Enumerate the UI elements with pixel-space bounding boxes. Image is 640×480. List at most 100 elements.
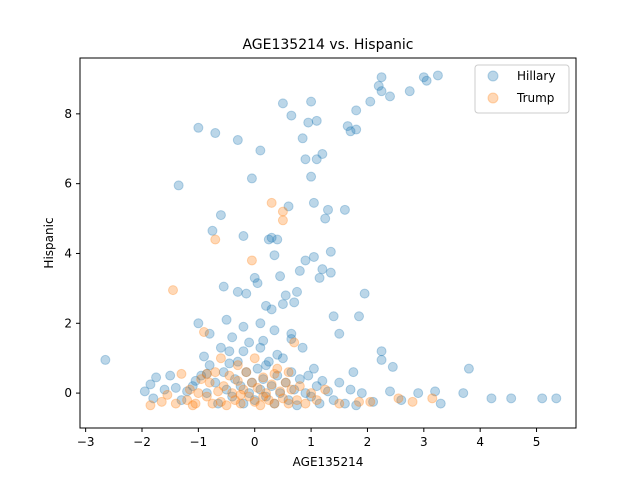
chart-title: AGE135214 vs. Hispanic (242, 37, 413, 53)
point-trump-27 (241, 367, 252, 378)
point-hillary-24 (232, 286, 243, 297)
point-hillary-70 (334, 328, 345, 339)
point-hillary-69 (328, 311, 339, 322)
x-tick-label--2: −2 (133, 435, 151, 449)
point-trump-12 (201, 391, 212, 402)
legend-marker-trump (487, 92, 499, 104)
point-trump-37 (266, 197, 277, 208)
point-hillary-148 (385, 386, 395, 397)
point-hillary-38 (266, 304, 277, 315)
point-hillary-131 (294, 374, 305, 385)
legend: Hillary Trump (474, 64, 570, 114)
x-tick-label--1: −1 (190, 435, 208, 449)
point-hillary-6 (165, 370, 176, 381)
point-hillary-103 (210, 377, 221, 388)
x-tick-label-5: 5 (533, 435, 541, 449)
x-tick-label-4: 4 (476, 435, 484, 449)
point-hillary-118 (258, 374, 269, 385)
point-hillary-59 (308, 251, 319, 262)
point-hillary-138 (314, 398, 325, 409)
point-trump-9 (193, 388, 204, 399)
point-trump-69 (283, 367, 294, 378)
point-trump-20 (221, 400, 232, 411)
point-hillary-112 (241, 367, 252, 378)
y-axis-label: Hispanic (42, 217, 56, 268)
point-hillary-128 (286, 367, 297, 378)
point-hillary-99 (176, 395, 187, 406)
point-hillary-151 (215, 342, 226, 353)
point-trump-57 (365, 396, 376, 407)
point-hillary-27 (241, 288, 252, 299)
point-hillary-41 (272, 234, 283, 245)
legend-box (474, 64, 570, 114)
point-hillary-13 (199, 351, 209, 362)
point-hillary-5 (159, 384, 170, 395)
point-hillary-25 (238, 231, 249, 242)
point-trump-38 (266, 379, 277, 390)
point-hillary-58 (308, 197, 319, 208)
point-hillary-12 (193, 318, 204, 329)
point-trump-7 (184, 384, 195, 395)
point-hillary-133 (300, 388, 311, 399)
point-hillary-8 (173, 180, 184, 191)
point-hillary-20 (221, 314, 232, 325)
point-trump-28 (244, 391, 255, 402)
point-trump-23 (230, 395, 240, 406)
point-hillary-152 (238, 321, 249, 332)
point-hillary-100 (187, 381, 198, 392)
legend-label-hillary: Hillary (517, 69, 555, 83)
point-trump-45 (280, 377, 291, 388)
x-tick-label--3: −3 (77, 435, 95, 449)
point-hillary-107 (227, 391, 238, 402)
point-hillary-134 (303, 370, 314, 381)
point-hillary-122 (269, 398, 280, 409)
point-trump-15 (210, 234, 221, 245)
point-hillary-63 (317, 148, 328, 159)
point-hillary-39 (269, 250, 280, 261)
point-hillary-98 (551, 393, 562, 404)
point-hillary-119 (261, 391, 271, 402)
point-hillary-85 (376, 354, 387, 365)
point-hillary-123 (272, 370, 283, 381)
point-trump-59 (407, 396, 418, 407)
point-trump-1 (156, 396, 167, 407)
point-hillary-81 (376, 72, 387, 83)
point-hillary-9 (182, 386, 193, 397)
point-trump-68 (269, 368, 280, 379)
point-hillary-2 (145, 379, 156, 390)
point-trump-40 (272, 363, 283, 374)
point-hillary-55 (303, 117, 314, 128)
point-hillary-83 (385, 91, 395, 102)
point-hillary-30 (249, 272, 260, 283)
point-trump-54 (320, 384, 331, 395)
point-trump-14 (207, 398, 218, 409)
point-hillary-126 (280, 377, 291, 388)
point-hillary-93 (458, 388, 469, 399)
legend-marker-hillary (487, 70, 499, 82)
point-trump-53 (311, 395, 322, 406)
point-hillary-46 (283, 201, 294, 212)
point-trump-5 (176, 368, 187, 379)
point-trump-35 (261, 388, 271, 399)
point-trump-67 (258, 391, 269, 402)
point-hillary-60 (311, 115, 322, 126)
point-trump-8 (187, 400, 198, 411)
point-hillary-91 (430, 386, 441, 397)
point-trump-10 (199, 327, 209, 338)
point-hillary-132 (297, 342, 308, 353)
point-hillary-65 (320, 213, 331, 224)
point-trump-52 (306, 388, 317, 399)
point-trump-66 (235, 389, 246, 400)
point-hillary-32 (255, 145, 266, 156)
point-hillary-31 (252, 278, 263, 289)
point-trump-24 (232, 375, 243, 386)
point-hillary-142 (334, 377, 345, 388)
point-hillary-11 (193, 122, 204, 133)
point-hillary-143 (339, 398, 350, 409)
point-hillary-18 (215, 210, 226, 221)
y-tick-label-8: 8 (64, 107, 72, 121)
x-tick-label-2: 2 (364, 435, 372, 449)
point-trump-11 (196, 374, 207, 385)
plot-frame (79, 57, 577, 429)
point-hillary-129 (289, 384, 300, 395)
